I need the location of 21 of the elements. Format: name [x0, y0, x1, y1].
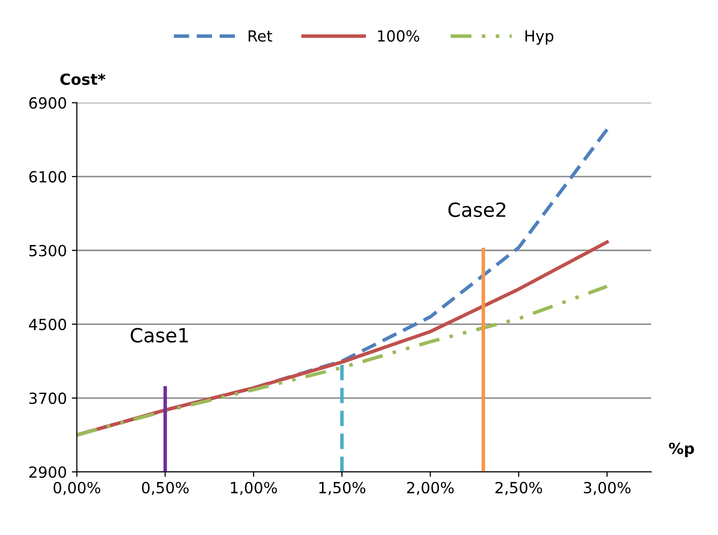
x-tick-label: 1,50% [319, 482, 366, 495]
x-tick-label: 2,00% [407, 482, 454, 495]
y-tick-label: 3700 [29, 392, 66, 404]
x-tick-label: 0,50% [142, 482, 189, 495]
x-axis-title: %p [668, 442, 694, 458]
legend-label: 100% [378, 30, 420, 42]
annotation: Case2 [448, 202, 506, 218]
y-tick-label: 5300 [29, 244, 66, 256]
y-tick-label: 6100 [29, 171, 66, 183]
y-tick-label: 4500 [28, 318, 66, 330]
y-tick-label: 6900 [29, 97, 66, 109]
x-tick-label: 3,00% [584, 482, 630, 495]
line-series [76, 284, 609, 437]
y-axis-title: Cost* [60, 73, 106, 85]
x-tick-label: 0,00% [54, 482, 100, 495]
legend-label: Hyp [525, 30, 554, 45]
x-tick-label: 2,50% [496, 482, 542, 495]
x-tick-label: 1,00% [230, 482, 277, 495]
y-tick-label: 2900 [29, 466, 66, 478]
annotation: Case1 [130, 328, 188, 343]
legend-label: Ret [248, 30, 272, 42]
